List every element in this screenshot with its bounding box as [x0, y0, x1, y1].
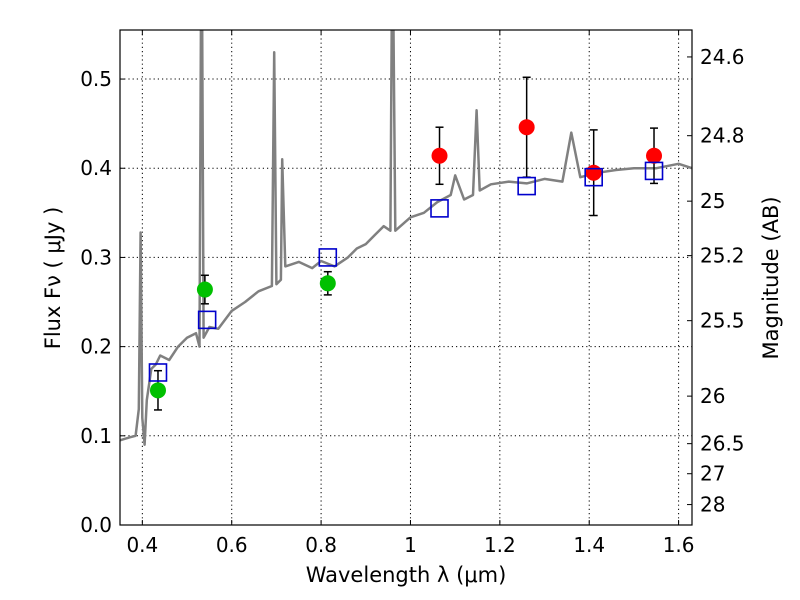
right-tick-label: 28: [700, 493, 725, 517]
y-axis-label: Flux Fν ( μJy ): [41, 207, 65, 350]
right-tick-label: 25.2: [700, 244, 745, 268]
x-tick-label: 0.4: [126, 533, 158, 557]
observed-point: [319, 275, 336, 292]
y-tick-label: 0.2: [80, 335, 112, 359]
observed-point: [646, 147, 663, 164]
right-tick-label: 24.6: [700, 45, 745, 69]
x-tick-label: 1.4: [573, 533, 605, 557]
model-point: [644, 161, 664, 181]
x-tick-label: 0.6: [216, 533, 248, 557]
right-tick-label: 24.8: [700, 124, 745, 148]
axis-ticks: 0.4 0.6 0.8 1 1.2 1.4 1.6 0.0 0.1 0.2 0.3 0.4 0.5 24.…: [80, 30, 745, 557]
y-tick-label: 0.4: [80, 156, 112, 180]
x-tick-label: 1.2: [484, 533, 516, 557]
x-tick-label: 0.8: [305, 533, 337, 557]
model-point: [584, 167, 603, 187]
plot-area: [120, 30, 692, 446]
x-axis-label: Wavelength λ (μm): [306, 563, 507, 587]
plot-frame: [119, 29, 693, 526]
grid: [120, 30, 692, 526]
right-tick-label: 27: [700, 462, 725, 486]
right-tick-label: 26.5: [700, 432, 745, 456]
model-point: [197, 310, 217, 330]
observed-point: [585, 164, 602, 181]
right-tick-label: 26: [700, 384, 725, 408]
y-tick-label: 0.1: [80, 424, 112, 448]
observed-point: [431, 147, 448, 164]
right-tick-label: 25: [700, 189, 725, 213]
model-point: [430, 199, 449, 218]
y-tick-label: 0.5: [80, 67, 112, 91]
x-tick-label: 1.6: [663, 533, 695, 557]
spectrum-line: [120, 30, 692, 446]
observed-point: [518, 119, 535, 136]
observed-point: [196, 281, 213, 298]
observed-point: [149, 382, 166, 399]
model-point: [517, 176, 536, 196]
right-axis-label: Magnitude (AB): [759, 196, 783, 359]
x-tick-label: 1: [404, 533, 417, 557]
y-tick-label: 0.3: [80, 245, 112, 269]
right-tick-label: 25.5: [700, 309, 745, 333]
y-tick-label: 0.0: [80, 513, 112, 537]
model-point: [148, 363, 168, 382]
model-point: [318, 248, 338, 267]
